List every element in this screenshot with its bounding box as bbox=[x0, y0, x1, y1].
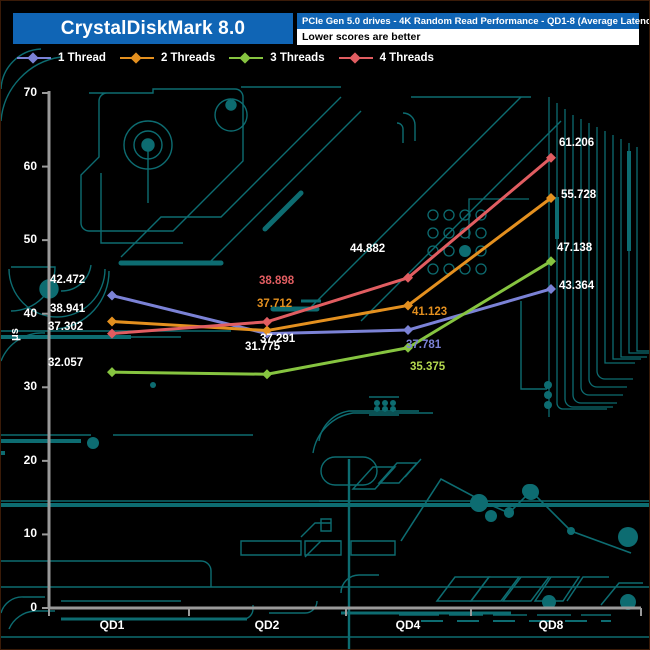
legend-item-1-thread[interactable]: 1 Thread bbox=[17, 52, 106, 64]
y-tick-label: 30 bbox=[23, 379, 37, 394]
y-tick-label: 0 bbox=[30, 600, 37, 614]
y-tick-label: 10 bbox=[23, 526, 37, 541]
data-point-label: 44.882 bbox=[350, 242, 386, 255]
y-tick-label: 60 bbox=[23, 158, 37, 173]
y-tick-label: 50 bbox=[23, 232, 37, 247]
legend-label: 2 Threads bbox=[160, 52, 216, 64]
data-series bbox=[107, 152, 556, 380]
chart-note-bar: Lower scores are better bbox=[297, 29, 639, 45]
data-point-label: 37.781 bbox=[406, 339, 442, 352]
legend-label: 3 Threads bbox=[270, 52, 325, 64]
legend-marker-icon bbox=[229, 52, 264, 64]
data-point-label: 32.057 bbox=[48, 357, 84, 370]
data-point-label: 42.472 bbox=[50, 273, 86, 286]
x-tick-label: QD1 bbox=[99, 618, 125, 632]
y-tick-label: 40 bbox=[23, 305, 37, 320]
y-axis-title: μs bbox=[9, 328, 21, 341]
legend-label: 4 Threads bbox=[379, 52, 434, 64]
x-tick-label: QD2 bbox=[254, 618, 280, 632]
legend-marker-icon bbox=[17, 52, 51, 64]
chart-legend: 1 Thread 2 Threads 3 Threads 4 Threads bbox=[17, 49, 448, 67]
data-point-label: 37.712 bbox=[257, 297, 293, 310]
app-title-bar: CrystalDiskMark 8.0 bbox=[13, 13, 293, 44]
chart-subtitle: PCIe Gen 5.0 drives - 4K Random Read Per… bbox=[302, 15, 650, 27]
data-point-label: 31.775 bbox=[245, 341, 281, 354]
data-point-label: 47.138 bbox=[557, 242, 593, 255]
data-point-label: 55.728 bbox=[561, 189, 597, 201]
legend-item-3-threads[interactable]: 3 Threads bbox=[229, 52, 325, 64]
y-tick-label: 20 bbox=[23, 452, 37, 467]
data-point-label: 35.375 bbox=[410, 360, 446, 373]
data-point-label: 61.206 bbox=[559, 136, 595, 149]
legend-marker-icon bbox=[338, 52, 373, 64]
legend-item-2-threads[interactable]: 2 Threads bbox=[119, 52, 216, 64]
data-point-label: 38.898 bbox=[259, 274, 295, 287]
axes bbox=[42, 91, 642, 616]
data-point-label: 43.364 bbox=[559, 279, 595, 292]
app-title: CrystalDiskMark 8.0 bbox=[60, 17, 246, 39]
chart-note: Lower scores are better bbox=[302, 31, 421, 43]
chart-subtitle-bar: PCIe Gen 5.0 drives - 4K Random Read Per… bbox=[297, 13, 649, 29]
legend-marker-icon bbox=[119, 52, 154, 64]
data-point-label: 38.941 bbox=[50, 302, 86, 315]
x-tick-label: QD8 bbox=[538, 618, 564, 632]
x-tick-label: QD4 bbox=[395, 618, 421, 632]
y-tick-label: 70 bbox=[23, 85, 37, 99]
legend-label: 1 Thread bbox=[58, 52, 106, 64]
data-point-label: 37.302 bbox=[48, 320, 84, 333]
data-point-label: 41.123 bbox=[412, 306, 448, 319]
legend-item-4-threads[interactable]: 4 Threads bbox=[338, 52, 434, 64]
